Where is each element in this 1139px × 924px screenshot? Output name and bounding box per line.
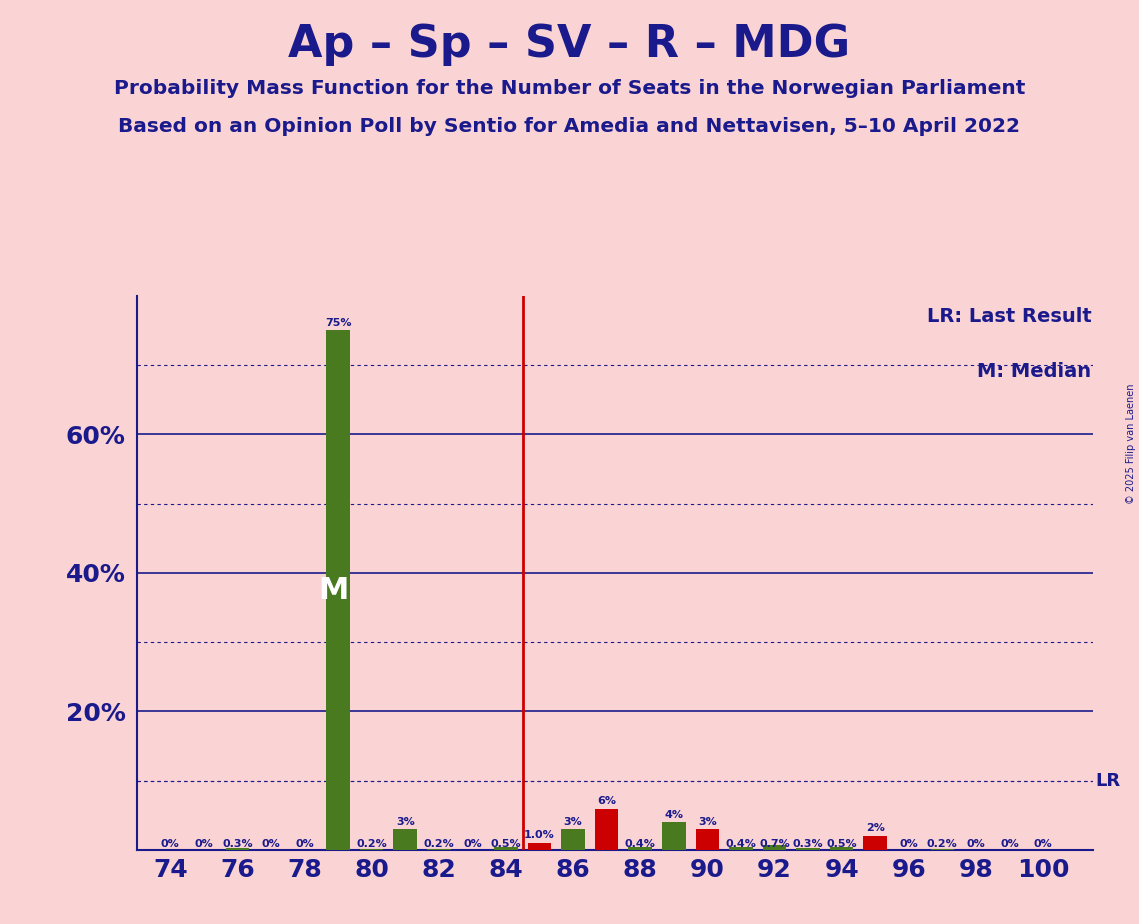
Text: 0.4%: 0.4%: [726, 839, 756, 849]
Text: 2%: 2%: [866, 823, 885, 833]
Bar: [360, 848, 384, 850]
Bar: [494, 846, 518, 850]
Bar: [830, 846, 853, 850]
Text: 0%: 0%: [464, 839, 482, 849]
Bar: [696, 830, 719, 850]
Text: 0.2%: 0.2%: [357, 839, 387, 849]
Text: 4%: 4%: [664, 809, 683, 820]
Text: 0%: 0%: [161, 839, 180, 849]
Bar: [629, 847, 652, 850]
Bar: [662, 822, 686, 850]
Text: 75%: 75%: [325, 318, 351, 328]
Text: Ap – Sp – SV – R – MDG: Ap – Sp – SV – R – MDG: [288, 23, 851, 67]
Text: 0.3%: 0.3%: [793, 839, 823, 849]
Text: 0.5%: 0.5%: [827, 839, 857, 849]
Text: © 2025 Filip van Laenen: © 2025 Filip van Laenen: [1125, 383, 1136, 504]
Text: 0.2%: 0.2%: [424, 839, 454, 849]
Bar: [226, 848, 249, 850]
Text: 0%: 0%: [900, 839, 918, 849]
Text: 3%: 3%: [396, 817, 415, 826]
Text: 0%: 0%: [262, 839, 280, 849]
Text: 6%: 6%: [597, 796, 616, 806]
Text: LR: Last Result: LR: Last Result: [927, 307, 1091, 326]
Bar: [931, 848, 954, 850]
Text: Based on an Opinion Poll by Sentio for Amedia and Nettavisen, 5–10 April 2022: Based on an Opinion Poll by Sentio for A…: [118, 117, 1021, 137]
Bar: [595, 808, 618, 850]
Bar: [796, 848, 820, 850]
Text: 0.5%: 0.5%: [491, 839, 522, 849]
Text: 0%: 0%: [195, 839, 213, 849]
Text: M: M: [318, 576, 349, 604]
Text: LR: LR: [1096, 772, 1121, 790]
Text: 0%: 0%: [295, 839, 314, 849]
Text: 0%: 0%: [967, 839, 985, 849]
Text: Probability Mass Function for the Number of Seats in the Norwegian Parliament: Probability Mass Function for the Number…: [114, 79, 1025, 98]
Text: 3%: 3%: [564, 817, 582, 826]
Text: 0%: 0%: [1034, 839, 1052, 849]
Bar: [863, 836, 887, 850]
Text: 0.7%: 0.7%: [760, 839, 789, 849]
Text: 0%: 0%: [1000, 839, 1019, 849]
Bar: [729, 847, 753, 850]
Text: 1.0%: 1.0%: [524, 831, 555, 841]
Bar: [562, 830, 584, 850]
Bar: [427, 848, 451, 850]
Text: M: Median: M: Median: [977, 362, 1091, 382]
Text: 3%: 3%: [698, 817, 716, 826]
Text: 0.3%: 0.3%: [222, 839, 253, 849]
Bar: [527, 843, 551, 850]
Bar: [327, 331, 350, 850]
Bar: [393, 830, 417, 850]
Bar: [763, 845, 786, 850]
Text: 0.4%: 0.4%: [625, 839, 656, 849]
Text: 0.2%: 0.2%: [927, 839, 958, 849]
